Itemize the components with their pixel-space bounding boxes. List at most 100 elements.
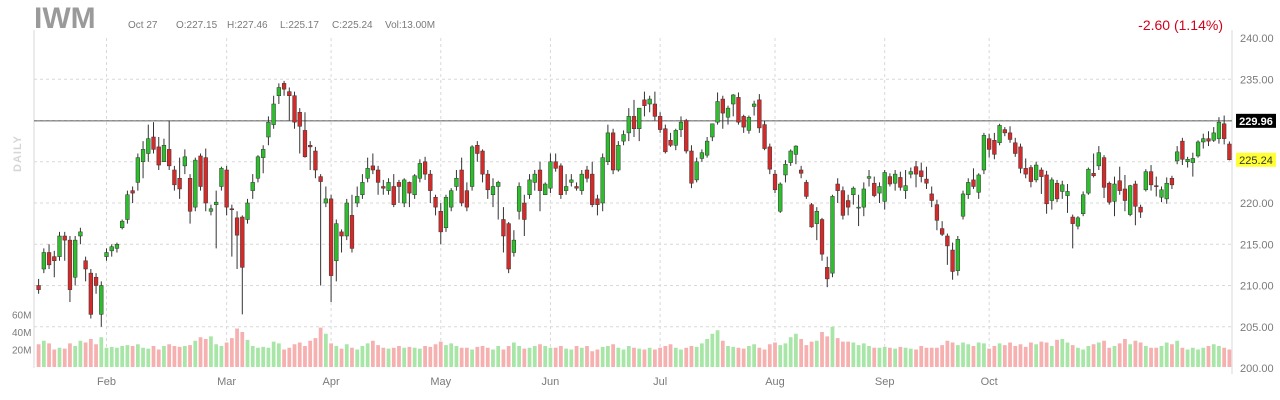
bar-open: O:227.15 (176, 20, 218, 31)
candle-body (736, 97, 741, 123)
volume-bar (282, 349, 286, 367)
volume-bar (663, 346, 668, 367)
volume-bar (517, 346, 521, 367)
candle-body (73, 239, 78, 278)
volume-bar (626, 346, 631, 367)
bar-high: H:227.46 (227, 20, 268, 31)
volume-bar (726, 346, 730, 367)
candle-body (292, 95, 297, 123)
volume-bar (778, 345, 783, 367)
volume-bar (637, 348, 642, 367)
candle-body (1054, 182, 1060, 200)
volume-bar (491, 349, 495, 367)
x-tick-label: May (430, 376, 451, 388)
candle-body (762, 124, 767, 149)
candle-body (574, 186, 579, 189)
reference-price-label: 229.96 (1239, 116, 1273, 128)
candle-body (684, 120, 689, 152)
candle-body (496, 182, 501, 187)
candle-body (156, 146, 161, 166)
volume-bar (888, 347, 892, 367)
candle-body (1034, 164, 1039, 181)
candle-body (396, 182, 402, 187)
volume-bar (830, 326, 835, 367)
volume-bar (1123, 339, 1127, 367)
volume-bar (57, 347, 62, 367)
candle-body (1122, 188, 1128, 201)
candle-body (255, 156, 261, 179)
volume-bar (360, 346, 365, 367)
candle-body (187, 178, 193, 212)
volume-bar (303, 346, 307, 367)
volume-bar (334, 346, 339, 367)
candle-body (893, 173, 898, 184)
volume-bar (1070, 345, 1075, 367)
volume-bar (559, 346, 563, 367)
volume-bar (1180, 347, 1185, 367)
candle-body (610, 132, 616, 171)
candle-body (516, 186, 522, 212)
volume-bar (68, 343, 72, 367)
candle-body (339, 231, 344, 237)
candle-body (114, 244, 120, 249)
volume-bar (167, 344, 172, 367)
candle-body (527, 179, 532, 195)
volume-bar (1034, 344, 1039, 367)
y-tick-label: 210.00 (1240, 281, 1274, 293)
y-tick-label: 240.00 (1240, 33, 1274, 45)
volume-bar (1112, 346, 1117, 367)
candle-body (52, 256, 57, 261)
volume-bar (600, 346, 605, 367)
bar-low: L:225.17 (280, 20, 319, 31)
candle-body (402, 179, 407, 204)
candle-body (840, 190, 846, 216)
candle-body (93, 277, 99, 286)
candle-body (1070, 216, 1075, 224)
volume-bar (940, 345, 945, 367)
candle-body (172, 169, 177, 186)
candle-body (793, 145, 799, 155)
volume-bar (182, 346, 187, 367)
candle-body (130, 190, 135, 194)
candle-body (1195, 141, 1201, 157)
volume-bar (783, 343, 788, 367)
candle-body (1175, 151, 1180, 162)
volume-bar (229, 338, 234, 367)
candle-body (146, 138, 151, 154)
candle-body (1201, 138, 1206, 143)
candle-body (919, 170, 924, 177)
volume-bar (1049, 346, 1054, 367)
volume-bar (564, 348, 568, 367)
candle-body (99, 285, 104, 315)
candle-body (1216, 121, 1222, 139)
volume-bar (501, 349, 506, 367)
volume-bar (83, 342, 88, 367)
x-tick-label: Apr (323, 376, 340, 388)
volume-bar (762, 349, 767, 367)
y-tick-label: 235.00 (1240, 74, 1274, 86)
candle-body (830, 196, 835, 274)
candle-body (668, 140, 673, 146)
volume-bar (203, 339, 208, 367)
volume-bar (339, 348, 344, 367)
volume-tick-label: 20M (12, 346, 31, 357)
volume-bar (1081, 349, 1086, 367)
volume-bar (1196, 349, 1200, 367)
candle-body (344, 202, 349, 237)
volume-bar (788, 337, 793, 367)
volume-bar (313, 338, 318, 367)
volume-bar (209, 336, 213, 367)
candle-body (1164, 182, 1169, 200)
candle-body (449, 190, 454, 208)
volume-bar (694, 346, 699, 367)
volume-bar (438, 341, 443, 367)
candle-body (699, 152, 705, 159)
candle-body (772, 173, 778, 191)
candle-body (297, 112, 302, 127)
candle-body (276, 87, 281, 96)
candle-body (57, 235, 62, 257)
volume-bar (323, 333, 328, 367)
volume-bar (1023, 346, 1028, 367)
candle-body (1007, 132, 1013, 140)
